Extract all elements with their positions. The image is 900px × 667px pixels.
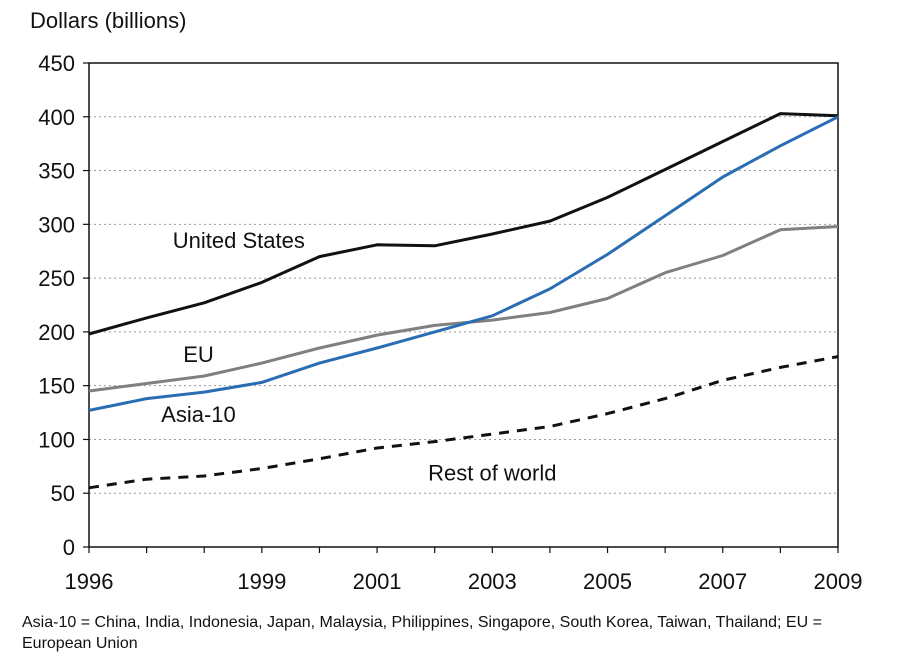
y-tick-label: 100 — [38, 427, 75, 452]
series-label-united-states: United States — [173, 228, 305, 253]
plot-frame — [88, 62, 839, 548]
series-label-eu: EU — [183, 342, 214, 367]
series-label-rest-of-world: Rest of world — [428, 460, 556, 485]
y-tick-label: 150 — [38, 374, 75, 399]
y-tick-label: 50 — [51, 481, 75, 506]
y-axis-title: Dollars (billions) — [30, 8, 187, 33]
y-tick-label: 200 — [38, 320, 75, 345]
y-tick-label: 350 — [38, 159, 75, 184]
series-label-asia-10: Asia-10 — [161, 402, 236, 427]
x-tick-label: 2007 — [698, 569, 747, 594]
series-line-asia-10 — [88, 115, 839, 412]
series-line-united-states — [88, 112, 839, 336]
x-tick-label: 1996 — [65, 569, 114, 594]
x-tick-label: 1999 — [237, 569, 286, 594]
y-tick-label: 400 — [38, 105, 75, 130]
series-line-rest-of-world — [88, 355, 839, 490]
x-tick-label: 2003 — [468, 569, 517, 594]
y-tick-label: 250 — [38, 266, 75, 291]
y-tick-label: 0 — [63, 535, 75, 560]
x-tick-label: 2009 — [814, 569, 863, 594]
y-tick-label: 450 — [38, 51, 75, 76]
y-tick-label: 300 — [38, 212, 75, 237]
line-chart: 0 50 100 150 200 250 300 350 400 450 1996 1999 2001 2… — [38, 51, 863, 594]
x-tick-label: 2005 — [583, 569, 632, 594]
footnote: Asia-10 = China, India, Indonesia, Japan… — [22, 614, 822, 652]
x-tick-label: 2001 — [353, 569, 402, 594]
